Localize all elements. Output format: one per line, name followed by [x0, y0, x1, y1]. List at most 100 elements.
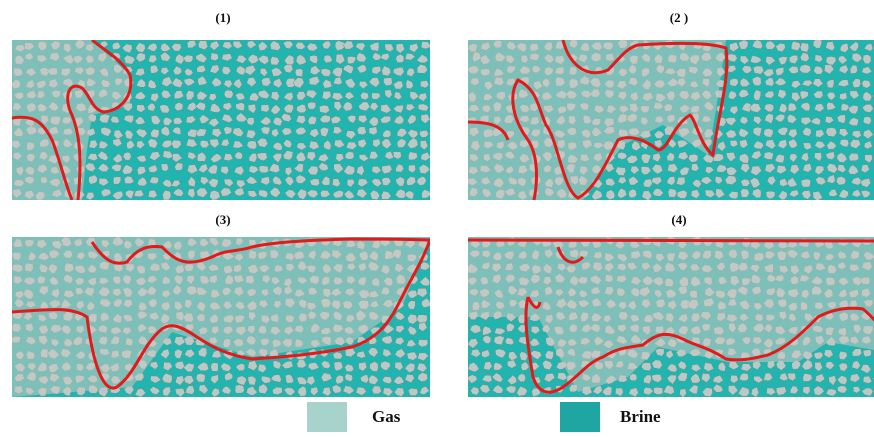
grain	[837, 55, 848, 65]
grain	[506, 374, 518, 385]
grain	[309, 65, 322, 75]
grain	[862, 54, 872, 65]
grain	[101, 188, 112, 198]
grain	[823, 349, 834, 359]
grain	[852, 78, 861, 88]
grain	[335, 53, 346, 65]
grain	[740, 178, 751, 187]
grain	[382, 129, 392, 138]
grain	[272, 78, 283, 89]
grain	[269, 187, 281, 198]
grain	[839, 138, 850, 148]
grain	[295, 151, 307, 162]
grain	[333, 139, 346, 149]
grain	[380, 104, 392, 114]
grain	[849, 373, 861, 383]
grain	[88, 174, 98, 185]
grain	[211, 77, 223, 88]
grain	[343, 189, 355, 200]
grain	[417, 103, 430, 112]
grain	[284, 166, 293, 177]
grain	[392, 151, 402, 160]
grain	[357, 138, 367, 149]
grain	[763, 128, 774, 138]
grain	[271, 128, 280, 138]
grain	[482, 335, 492, 344]
grain	[369, 361, 379, 372]
grain	[714, 175, 724, 185]
grain	[162, 386, 171, 397]
grain	[483, 361, 493, 371]
grain	[235, 112, 248, 123]
grain	[765, 139, 777, 150]
grain	[774, 77, 787, 86]
grain	[209, 138, 220, 149]
grain	[729, 78, 739, 87]
grain	[245, 175, 258, 185]
grain	[653, 130, 665, 139]
grain	[791, 41, 801, 51]
grain	[244, 64, 257, 76]
grain	[677, 360, 687, 370]
grain	[506, 359, 517, 369]
grain	[159, 348, 170, 360]
grain	[753, 140, 764, 150]
grain	[367, 347, 379, 358]
grain	[404, 53, 416, 61]
grain	[800, 116, 812, 126]
grain	[310, 386, 319, 397]
grain	[775, 67, 785, 76]
grain	[382, 348, 392, 358]
grain	[716, 140, 727, 152]
grain	[345, 130, 357, 140]
grain	[172, 65, 183, 75]
panel-3-label: (3)	[215, 212, 231, 227]
grain	[839, 92, 848, 101]
grain	[320, 190, 331, 198]
grain	[470, 348, 482, 358]
grain	[207, 178, 219, 188]
grain	[187, 176, 196, 188]
grain	[862, 129, 874, 140]
grain	[272, 360, 282, 370]
grain	[343, 164, 356, 175]
grain	[86, 153, 98, 162]
grain	[320, 127, 330, 138]
grain	[812, 78, 824, 88]
grain	[799, 42, 810, 53]
grain	[690, 163, 700, 172]
grain	[726, 166, 738, 176]
grain	[305, 89, 318, 100]
grain	[284, 189, 297, 199]
grain	[652, 188, 664, 197]
grain	[146, 43, 158, 52]
grain	[851, 52, 863, 63]
grain	[505, 385, 516, 394]
grain	[787, 128, 798, 139]
grain	[220, 166, 230, 175]
grain	[135, 52, 146, 63]
grain	[356, 188, 368, 199]
grain	[270, 104, 281, 115]
grain	[380, 360, 391, 371]
grain	[701, 373, 711, 383]
grain	[321, 40, 332, 50]
grain	[198, 384, 209, 395]
grain	[112, 137, 123, 147]
grain	[409, 91, 420, 101]
grain	[335, 153, 345, 163]
grain	[859, 178, 871, 188]
grain	[307, 101, 316, 110]
grain	[234, 384, 245, 394]
legend-swatch-gas	[307, 402, 347, 432]
grain	[270, 374, 282, 383]
grain	[270, 56, 280, 66]
grain	[775, 386, 787, 396]
grain	[651, 359, 663, 370]
grain	[159, 104, 170, 114]
grain	[187, 128, 198, 138]
grain	[308, 140, 320, 151]
grain	[812, 190, 823, 200]
grain	[171, 139, 182, 149]
grain	[173, 336, 186, 347]
